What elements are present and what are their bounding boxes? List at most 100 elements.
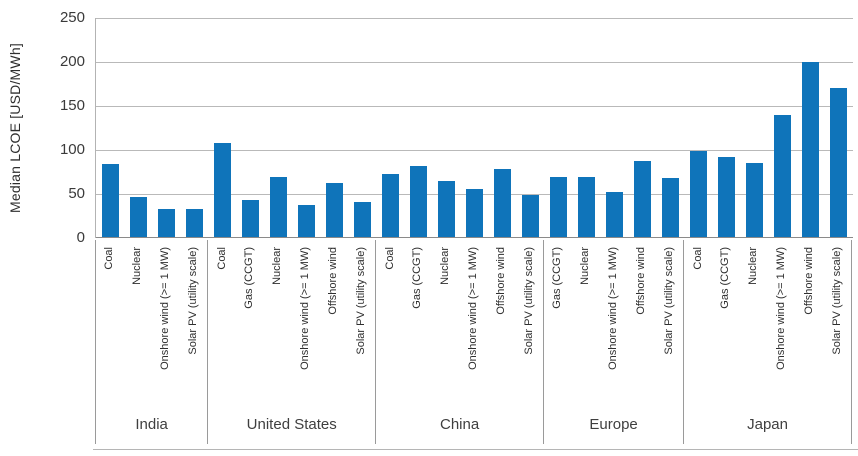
tech-slot-japan-solar-pv-utility-scale: Solar PV (utility scale) xyxy=(823,240,851,408)
tech-slot-china-nuclear: Nuclear xyxy=(432,240,460,408)
bar-slot-united-states-coal xyxy=(208,18,236,238)
tech-label-united-states-onshore-wind-1-mw: Onshore wind (>= 1 MW) xyxy=(299,247,312,370)
tech-slot-india-onshore-wind-1-mw: Onshore wind (>= 1 MW) xyxy=(152,240,180,408)
y-tick-label-100: 100 xyxy=(59,141,85,158)
tech-label-china-nuclear: Nuclear xyxy=(439,247,452,285)
bar-europe-solar-pv-utility-scale xyxy=(662,178,680,238)
tech-slot-china-offshore-wind: Offshore wind xyxy=(487,240,515,408)
tech-slot-united-states-solar-pv-utility-scale: Solar PV (utility scale) xyxy=(347,240,375,408)
tech-label-china-gas-ccgt: Gas (CCGT) xyxy=(411,247,424,309)
bar-group-europe xyxy=(545,18,685,238)
tech-label-china-solar-pv-utility-scale: Solar PV (utility scale) xyxy=(522,247,535,355)
tech-slot-japan-gas-ccgt: Gas (CCGT) xyxy=(712,240,740,408)
bar-slot-united-states-gas-ccgt xyxy=(236,18,264,238)
label-group-europe: Gas (CCGT) Nuclear Onshore wind (>= 1 MW) O… xyxy=(543,240,683,444)
tech-label-united-states-offshore-wind: Offshore wind xyxy=(326,247,339,315)
tech-slot-europe-solar-pv-utility-scale: Solar PV (utility scale) xyxy=(655,240,683,408)
bar-china-offshore-wind xyxy=(494,168,511,238)
bar-china-coal xyxy=(381,173,399,238)
bar-slot-japan-solar-pv-utility-scale xyxy=(825,18,853,238)
tech-label-row-europe: Gas (CCGT) Nuclear Onshore wind (>= 1 MW) O… xyxy=(544,240,683,408)
bar-group-japan xyxy=(685,18,853,238)
tech-label-india-nuclear: Nuclear xyxy=(131,247,144,285)
bar-europe-onshore-wind-1-mw xyxy=(606,192,624,238)
bar-japan-offshore-wind xyxy=(802,62,820,238)
bar-slot-united-states-onshore-wind-1-mw xyxy=(292,18,320,238)
bar-united-states-solar-pv-utility-scale xyxy=(353,201,371,238)
bar-slot-china-offshore-wind xyxy=(488,18,516,238)
tech-label-europe-onshore-wind-1-mw: Onshore wind (>= 1 MW) xyxy=(607,247,620,370)
bar-india-nuclear xyxy=(129,196,147,238)
bar-slot-india-solar-pv-utility-scale xyxy=(180,18,208,238)
bar-china-nuclear xyxy=(437,180,455,238)
figure-bottom-rule xyxy=(93,449,858,450)
bar-slot-china-coal xyxy=(376,18,404,238)
x-axis-line xyxy=(96,237,853,238)
bars-row xyxy=(96,18,853,238)
tech-label-united-states-gas-ccgt: Gas (CCGT) xyxy=(243,247,256,309)
bar-slot-japan-nuclear xyxy=(741,18,769,238)
tech-slot-india-coal: Coal xyxy=(96,240,124,408)
bar-slot-japan-onshore-wind-1-mw xyxy=(769,18,797,238)
label-group-japan: Coal Gas (CCGT) Nuclear Onshore wind (>= 1 … xyxy=(683,240,853,444)
y-tick-label-250: 250 xyxy=(59,9,85,26)
tech-slot-europe-nuclear: Nuclear xyxy=(572,240,600,408)
bar-slot-china-gas-ccgt xyxy=(404,18,432,238)
bar-group-india xyxy=(96,18,208,238)
bar-united-states-nuclear xyxy=(269,177,287,238)
bar-slot-japan-coal xyxy=(685,18,713,238)
tech-slot-united-states-coal: Coal xyxy=(208,240,236,408)
y-tick-label-0: 0 xyxy=(76,229,85,246)
tech-label-row-japan: Coal Gas (CCGT) Nuclear Onshore wind (>= 1 … xyxy=(684,240,851,408)
bar-united-states-gas-ccgt xyxy=(241,200,259,238)
bar-india-onshore-wind-1-mw xyxy=(157,209,175,238)
plot-area xyxy=(95,18,853,238)
bar-japan-gas-ccgt xyxy=(718,157,736,238)
country-label-united-states: United States xyxy=(246,415,337,433)
y-tick-label-150: 150 xyxy=(59,97,85,114)
tech-label-europe-offshore-wind: Offshore wind xyxy=(634,247,647,315)
tech-label-japan-gas-ccgt: Gas (CCGT) xyxy=(719,247,732,309)
gridline-250 xyxy=(96,18,853,19)
bar-europe-nuclear xyxy=(578,177,596,238)
country-label-china: China xyxy=(440,415,480,433)
tech-slot-japan-offshore-wind: Offshore wind xyxy=(795,240,823,408)
label-group-india: Coal Nuclear Onshore wind (>= 1 MW) Solar P… xyxy=(95,240,207,444)
tech-slot-japan-onshore-wind-1-mw: Onshore wind (>= 1 MW) xyxy=(768,240,796,408)
bar-japan-solar-pv-utility-scale xyxy=(830,87,848,238)
tech-slot-japan-nuclear: Nuclear xyxy=(740,240,768,408)
tech-label-china-offshore-wind: Offshore wind xyxy=(494,247,507,315)
tech-slot-europe-offshore-wind: Offshore wind xyxy=(627,240,655,408)
tech-label-europe-solar-pv-utility-scale: Solar PV (utility scale) xyxy=(662,247,675,355)
bar-slot-japan-offshore-wind xyxy=(797,18,825,238)
tech-label-row-china: Coal Gas (CCGT) Nuclear Onshore wind (>= 1 … xyxy=(376,240,543,408)
tech-label-japan-coal: Coal xyxy=(691,247,704,270)
bar-slot-europe-onshore-wind-1-mw xyxy=(601,18,629,238)
bar-china-gas-ccgt xyxy=(409,165,427,238)
bar-china-solar-pv-utility-scale xyxy=(522,194,540,238)
bar-group-united-states xyxy=(208,18,376,238)
bar-china-onshore-wind-1-mw xyxy=(465,188,483,238)
bar-slot-united-states-offshore-wind xyxy=(320,18,348,238)
tech-label-china-coal: Coal xyxy=(383,247,396,270)
tech-label-row-united-states: Coal Gas (CCGT) Nuclear Onshore wind (>= 1 … xyxy=(208,240,375,408)
bar-slot-europe-solar-pv-utility-scale xyxy=(657,18,685,238)
gridline-200 xyxy=(96,62,853,63)
country-label-europe: Europe xyxy=(589,415,638,433)
tech-label-japan-solar-pv-utility-scale: Solar PV (utility scale) xyxy=(830,247,843,355)
bar-slot-united-states-nuclear xyxy=(264,18,292,238)
tech-label-japan-nuclear: Nuclear xyxy=(747,247,760,285)
bar-slot-india-onshore-wind-1-mw xyxy=(152,18,180,238)
bar-india-coal xyxy=(101,164,119,238)
bar-europe-offshore-wind xyxy=(634,160,652,238)
tech-label-europe-gas-ccgt: Gas (CCGT) xyxy=(551,247,564,309)
tech-slot-united-states-gas-ccgt: Gas (CCGT) xyxy=(236,240,264,408)
tech-label-japan-onshore-wind-1-mw: Onshore wind (>= 1 MW) xyxy=(774,247,787,370)
bar-japan-nuclear xyxy=(746,163,764,238)
tech-label-india-coal: Coal xyxy=(103,247,116,270)
country-label-india: India xyxy=(135,415,168,433)
gridline-100 xyxy=(96,150,853,151)
y-axis-title: Median LCOE [USD/MWh] xyxy=(7,43,23,213)
tech-slot-united-states-nuclear: Nuclear xyxy=(264,240,292,408)
